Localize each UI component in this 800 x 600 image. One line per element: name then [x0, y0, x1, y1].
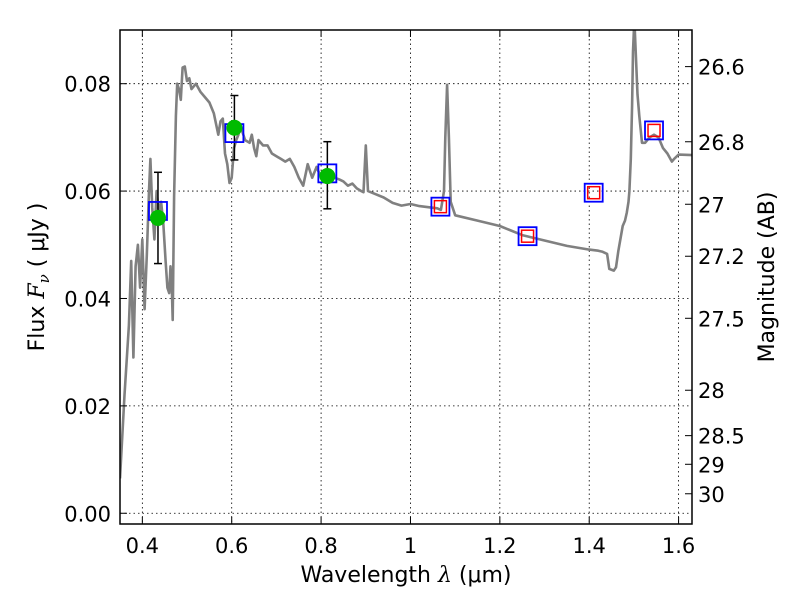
x-tick-label: 1	[404, 534, 417, 558]
x-tick-label: 0.6	[215, 534, 248, 558]
magnitude-tick-label: 26.8	[698, 131, 745, 155]
plot-frame	[119, 29, 693, 525]
magnitude-tick-label: 27	[698, 193, 725, 217]
sed-model-curve-group	[120, 30, 692, 479]
y-axis-ticks: 0.00 0.02 0.04 0.06 0.08	[64, 73, 127, 526]
y-tick-label: 0.00	[64, 502, 111, 526]
model-photometry-red-square	[433, 199, 448, 214]
data-points	[148, 119, 664, 247]
magnitude-tick-label: 30	[698, 483, 725, 507]
sed-model-line	[120, 30, 692, 479]
y-tick-label: 0.06	[64, 180, 111, 204]
x-tick-label: 0.4	[126, 534, 159, 558]
x-tick-label: 1.6	[662, 534, 695, 558]
x-tick-label: 1.2	[483, 534, 516, 558]
magnitude-tick-label: 29	[698, 453, 725, 477]
y-axis-title: Flux Fν ( μJy )	[25, 203, 53, 352]
x-tick-label: 1.4	[573, 534, 606, 558]
y-tick-label: 0.02	[64, 395, 111, 419]
y-tick-label: 0.04	[64, 287, 111, 311]
observed-flux-point	[319, 168, 336, 185]
model-photometry-blue-square	[430, 196, 451, 217]
magnitude-tick-label: 28	[698, 379, 725, 403]
model-photometry-blue-square	[583, 182, 604, 203]
model-photometry-red-square	[520, 229, 535, 243]
x-tick-label: 0.8	[304, 534, 337, 558]
observed-flux-point	[149, 209, 166, 226]
magnitude-tick-label: 27.2	[698, 245, 745, 269]
x-axis-title: Wavelength λ (μm)	[300, 563, 511, 588]
magnitude-axis-ticks: 26.6 26.8 27 27.2 27.5 28 28.5 29 30	[685, 56, 745, 507]
magnitude-tick-label: 26.6	[698, 56, 745, 80]
model-photometry-red-square	[586, 185, 601, 200]
magnitude-axis-title: Magnitude (AB)	[755, 192, 780, 363]
magnitude-tick-label: 27.5	[698, 307, 745, 331]
y-tick-label: 0.08	[64, 73, 111, 97]
model-photometry-blue-square	[517, 226, 538, 247]
model-photometry-red-square	[647, 123, 661, 138]
model-photometry-blue-square	[644, 120, 664, 141]
magnitude-tick-label: 28.5	[698, 425, 745, 449]
observed-flux-point	[226, 119, 243, 136]
grid	[120, 30, 692, 524]
x-axis-ticks: 0.4 0.6 0.8 1 1.2 1.4 1.6	[126, 30, 695, 558]
